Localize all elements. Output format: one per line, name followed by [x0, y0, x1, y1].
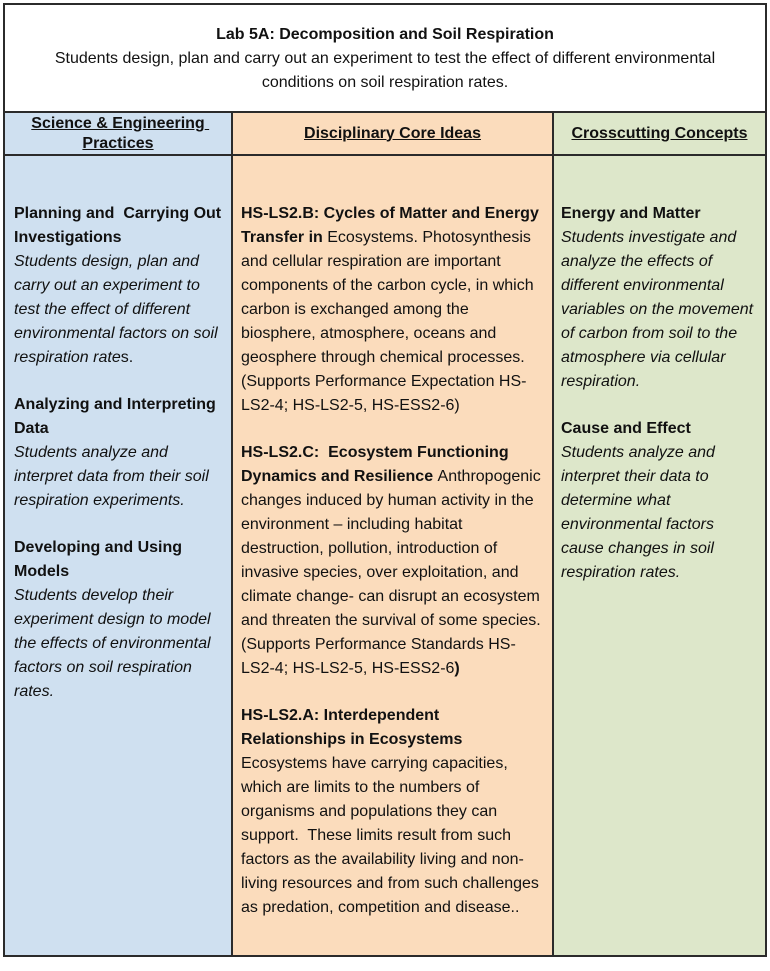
dci-block: HS-LS2.B: Cycles of Matter and Energy Tr…	[241, 202, 547, 418]
practice-block: Developing and Using Models Students dev…	[14, 536, 223, 704]
practice-heading: Developing and Using Models	[14, 539, 187, 580]
concept-block: Energy and Matter Students investigate a…	[561, 202, 761, 394]
dci-description: Ecosystems. Photosynthesis and cellular …	[241, 229, 539, 414]
dci-description: Anthropogenic changes induced by human a…	[241, 468, 546, 677]
column-header-crosscutting: Crosscutting Concepts	[554, 113, 765, 156]
practice-description-tail: s.	[120, 349, 134, 366]
standards-table: Lab 5A: Decomposition and Soil Respirati…	[3, 3, 767, 957]
dci-description-tail: )	[454, 660, 460, 677]
dci-heading: HS-LS2.A: Interdependent Relationships i…	[241, 707, 467, 748]
dci-block: HS-LS2.A: Interdependent Relationships i…	[241, 704, 547, 920]
concept-block: Cause and Effect Students analyze and in…	[561, 417, 761, 585]
practice-description: Students develop their experiment design…	[14, 587, 216, 700]
column-header-core-ideas-label: Disciplinary Core Ideas	[304, 124, 481, 142]
practice-block: Planning and Carrying Out Investigations…	[14, 202, 223, 370]
practice-heading: Analyzing and Interpreting Data	[14, 396, 221, 437]
crosscutting-cell: Energy and Matter Students investigate a…	[554, 156, 765, 955]
column-header-practices-label: Science & Engineering Practices	[31, 114, 210, 152]
practice-heading: Planning and Carrying Out Investigations	[14, 205, 226, 246]
lab-title: Lab 5A: Decomposition and Soil Respirati…	[216, 26, 554, 43]
dci-description: Ecosystems have carrying capacities, whi…	[241, 755, 544, 916]
title-cell: Lab 5A: Decomposition and Soil Respirati…	[5, 5, 765, 113]
practice-description: Students analyze and interpret data from…	[14, 444, 214, 509]
concept-heading: Energy and Matter	[561, 205, 701, 222]
column-header-core-ideas: Disciplinary Core Ideas	[233, 113, 554, 156]
column-header-crosscutting-label: Crosscutting Concepts	[571, 124, 748, 142]
practice-block: Analyzing and Interpreting Data Students…	[14, 393, 223, 513]
dci-block: HS-LS2.C: Ecosystem Functioning Dynamics…	[241, 441, 547, 681]
concept-heading: Cause and Effect	[561, 420, 691, 437]
dci-heading: HS-LS2.B: Cycles of Matter and Energy Tr…	[241, 205, 544, 246]
practice-description: Students design, plan and carry out an e…	[14, 253, 223, 366]
dci-heading: HS-LS2.C: Ecosystem Functioning Dynamics…	[241, 444, 514, 485]
core-ideas-cell: HS-LS2.B: Cycles of Matter and Energy Tr…	[233, 156, 554, 955]
concept-description: Students investigate and analyze the eff…	[561, 229, 758, 390]
lab-subtitle: Students design, plan and carry out an e…	[54, 50, 716, 91]
column-header-practices: Science & Engineering Practices	[5, 113, 233, 156]
practices-cell: Planning and Carrying Out Investigations…	[5, 156, 233, 955]
concept-description: Students analyze and interpret their dat…	[561, 444, 720, 581]
